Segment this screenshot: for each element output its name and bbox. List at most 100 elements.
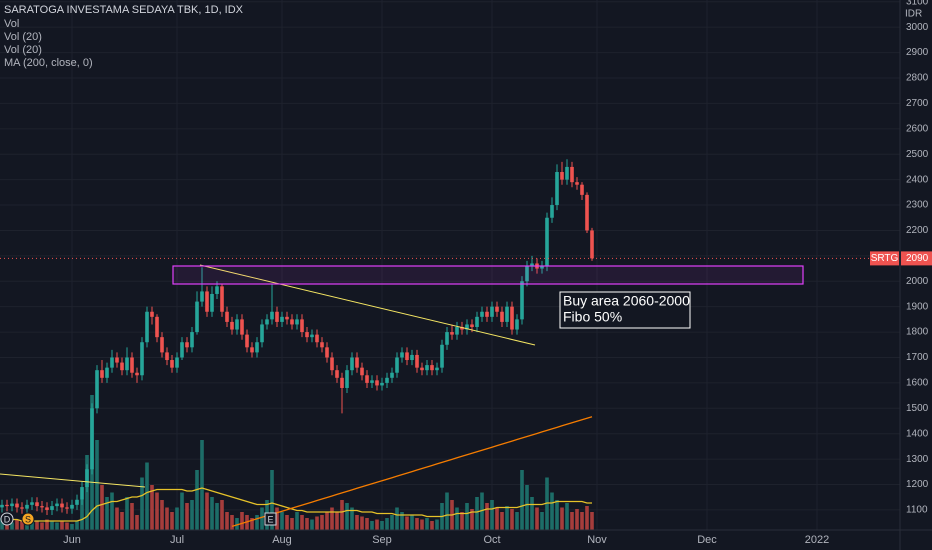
candle-body: [365, 375, 369, 383]
candle-body: [290, 319, 294, 325]
candle-body: [560, 172, 564, 180]
volume-bar: [130, 503, 134, 530]
candle-body: [320, 342, 324, 348]
candle-body: [375, 380, 379, 386]
candle-body: [510, 306, 514, 330]
candle-body: [170, 360, 174, 368]
volume-bar: [420, 519, 424, 530]
y-tick-label: 3100: [906, 0, 929, 7]
volume-bar: [80, 500, 84, 530]
candle-body: [120, 362, 124, 371]
volume-bar: [25, 522, 29, 530]
candle-body: [355, 357, 359, 368]
candle-body: [305, 332, 309, 338]
y-tick-label: 2800: [906, 73, 929, 84]
candle-body: [130, 357, 134, 373]
candle-body: [285, 316, 289, 320]
volume-bar: [275, 507, 279, 530]
volume-bar: [365, 518, 369, 530]
volume-bar: [455, 507, 459, 530]
volume-bar: [100, 485, 104, 530]
candle-body: [225, 311, 229, 322]
volume-bar: [520, 470, 524, 530]
volume-bar: [390, 515, 394, 530]
candle-body: [575, 182, 579, 185]
candle-body: [135, 372, 139, 376]
candle-body: [150, 311, 154, 317]
trend-line: [199, 264, 536, 346]
candle-body: [5, 504, 9, 507]
y-tick-label: 3000: [906, 22, 929, 33]
candle-body: [440, 344, 444, 368]
volume-bar: [360, 516, 364, 530]
volume-bar: [220, 500, 224, 530]
candle-body: [250, 347, 254, 353]
candle-body: [425, 365, 429, 371]
volume-bar: [215, 503, 219, 530]
marker-label: S: [25, 514, 31, 524]
candle-body: [460, 326, 464, 330]
volume-bar: [290, 518, 294, 530]
x-tick-label: Oct: [483, 534, 500, 546]
volume-bar: [135, 515, 139, 530]
candle-body: [50, 506, 54, 510]
volume-bar: [405, 516, 409, 530]
y-tick-label: 2700: [906, 98, 929, 109]
y-tick-label: 1700: [906, 352, 929, 363]
volume-bar: [195, 470, 199, 530]
volume-bar: [585, 506, 589, 530]
candle-body: [540, 266, 544, 269]
candle-body: [415, 354, 419, 368]
x-tick-label: Nov: [587, 534, 607, 546]
volume-bar: [205, 492, 209, 530]
symbol-label: SRTG: [871, 253, 899, 264]
candle-body: [115, 357, 119, 363]
last-price-label: 2090: [906, 253, 929, 264]
y-tick-label: 1400: [906, 428, 929, 439]
last-price-tag: [901, 251, 932, 266]
volume-bar: [445, 492, 449, 530]
volume-bar: [185, 503, 189, 530]
volume-bar: [510, 509, 514, 530]
volume-bar: [330, 507, 334, 530]
candle-body: [530, 263, 534, 267]
x-tick-label: Jun: [63, 534, 81, 546]
volume-bar: [310, 519, 314, 530]
volume-bar: [480, 492, 484, 530]
candle-body: [585, 194, 589, 231]
volume-bar: [340, 500, 344, 530]
volume-bar: [575, 509, 579, 530]
candle-body: [350, 357, 354, 371]
ma200-line: [231, 416, 593, 528]
volume-bar: [255, 515, 259, 530]
candle-body: [310, 334, 314, 338]
volume-bar: [40, 522, 44, 530]
candle-body: [420, 367, 424, 371]
candle-body: [25, 504, 29, 509]
candle-body: [480, 311, 484, 317]
volume-bar: [315, 516, 319, 530]
volume-bar: [305, 518, 309, 530]
volume-bar: [15, 519, 19, 530]
volume-bar: [50, 521, 54, 530]
volume-bar: [225, 512, 229, 530]
candle-body: [505, 306, 509, 322]
candle-body: [30, 502, 34, 505]
volume-bar: [570, 512, 574, 530]
candle-body: [90, 408, 94, 470]
candle-body: [145, 311, 149, 343]
volume-bar: [590, 512, 594, 530]
candle-body: [255, 342, 259, 353]
candle-body: [430, 365, 434, 371]
y-tick-label: 1200: [906, 479, 929, 490]
candle-body: [65, 507, 69, 509]
volume-bar: [430, 521, 434, 530]
marker-label: D: [4, 514, 11, 524]
candle-body: [260, 324, 264, 343]
candle-body: [155, 316, 159, 338]
candle-body: [520, 281, 524, 320]
candle-body: [275, 311, 279, 322]
candle-body: [295, 319, 299, 325]
volume-bar: [325, 512, 329, 530]
candle-body: [180, 342, 184, 358]
